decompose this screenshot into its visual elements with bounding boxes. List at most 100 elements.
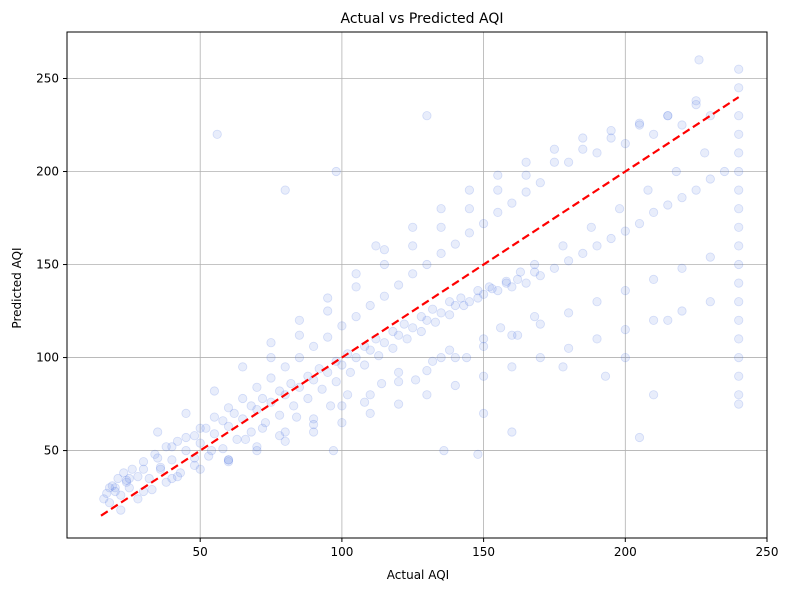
scatter-point	[266, 352, 276, 363]
scatter-point	[592, 334, 602, 344]
scatter-point	[303, 393, 313, 404]
scatter-point	[116, 505, 126, 515]
scatter-point	[223, 421, 234, 431]
scatter-point	[427, 304, 438, 314]
scatter-point	[634, 219, 645, 229]
scatter-point	[274, 386, 285, 396]
scatter-point	[399, 319, 409, 329]
scatter-point	[133, 471, 143, 482]
scatter-point	[691, 100, 701, 110]
scatter-point	[464, 297, 474, 307]
scatter-point	[493, 207, 503, 217]
scatter-point	[677, 263, 687, 273]
scatter-point	[705, 174, 715, 184]
scatter-point	[204, 451, 214, 461]
scatter-point	[252, 445, 262, 456]
scatter-point	[734, 64, 744, 74]
scatter-point	[252, 382, 262, 392]
scatter-point	[493, 185, 503, 195]
scatter-point	[620, 226, 630, 236]
scatter-point	[473, 293, 483, 303]
x-tick-label: 150	[472, 545, 495, 559]
scatter-point	[209, 429, 219, 439]
scatter-point	[260, 418, 270, 428]
scatter-point	[478, 334, 489, 344]
scatter-point	[478, 371, 489, 381]
scatter-point	[359, 360, 370, 370]
scatter-point	[549, 144, 560, 154]
scatter-point	[436, 308, 446, 318]
scatter-point	[294, 330, 304, 340]
scatter-point	[507, 282, 517, 292]
scatter-point	[376, 378, 387, 389]
scatter-point	[501, 278, 511, 288]
scatter-point	[167, 442, 177, 452]
scatter-point	[337, 321, 347, 331]
scatter-point	[734, 352, 744, 363]
x-tick-label: 200	[614, 545, 637, 559]
scatter-point	[634, 118, 645, 128]
scatter-point	[563, 256, 574, 266]
scatter-point	[323, 332, 333, 342]
scatter-point	[444, 345, 455, 355]
scatter-point	[393, 377, 404, 387]
scatter-point	[167, 473, 177, 484]
scatter-point	[648, 315, 659, 325]
scatter-point	[521, 278, 531, 288]
scatter-point	[342, 390, 353, 400]
scatter-point	[181, 432, 191, 443]
scatter-point	[734, 148, 744, 158]
scatter-point	[592, 148, 602, 158]
scatter-point	[331, 166, 341, 177]
scatter-point	[308, 419, 319, 430]
y-tick-label: 150	[36, 258, 59, 272]
scatter-point	[734, 204, 744, 214]
scatter-point	[337, 360, 347, 370]
scatter-point	[578, 144, 588, 154]
scatter-point	[535, 352, 545, 363]
scatter-point	[393, 330, 404, 340]
scatter-point	[223, 457, 234, 467]
scatter-point	[402, 334, 412, 344]
scatter-point	[379, 338, 389, 348]
scatter-point	[436, 248, 446, 258]
scatter-point	[155, 464, 166, 474]
scatter-point	[663, 315, 673, 325]
scatter-point	[734, 334, 744, 344]
scatter-point	[600, 371, 611, 381]
scatter-point	[592, 297, 602, 307]
scatter-point	[127, 464, 137, 474]
scatter-point	[147, 484, 157, 495]
scatter-point	[172, 436, 183, 446]
scatter-point	[294, 315, 304, 325]
scatter-point	[181, 408, 191, 418]
scatter-point	[586, 222, 596, 232]
scatter-point	[473, 449, 483, 459]
scatter-point	[648, 207, 659, 217]
scatter-point	[606, 126, 616, 136]
scatter-point	[408, 323, 418, 333]
scatter-point	[648, 129, 659, 139]
scatter-point	[450, 300, 460, 311]
scatter-point	[436, 204, 446, 214]
scatter-point	[512, 274, 523, 284]
scatter-point	[408, 269, 418, 279]
scatter-point	[734, 166, 744, 177]
scatter-point	[535, 271, 545, 281]
y-tick-label: 100	[36, 351, 59, 365]
scatter-point	[521, 170, 531, 180]
x-tick-label: 50	[193, 545, 208, 559]
scatter-point	[487, 284, 497, 294]
scatter-point	[153, 453, 163, 463]
scatter-point	[507, 198, 517, 208]
scatter-point	[345, 367, 355, 377]
scatter-point	[705, 252, 715, 262]
scatter-point	[223, 455, 234, 465]
scatter-point	[388, 326, 398, 337]
scatter-point	[478, 341, 489, 351]
scatter-point	[450, 380, 460, 391]
scatter-point	[705, 297, 715, 307]
scatter-point	[280, 185, 290, 195]
scatter-point	[119, 468, 129, 478]
scatter-point	[104, 483, 115, 493]
